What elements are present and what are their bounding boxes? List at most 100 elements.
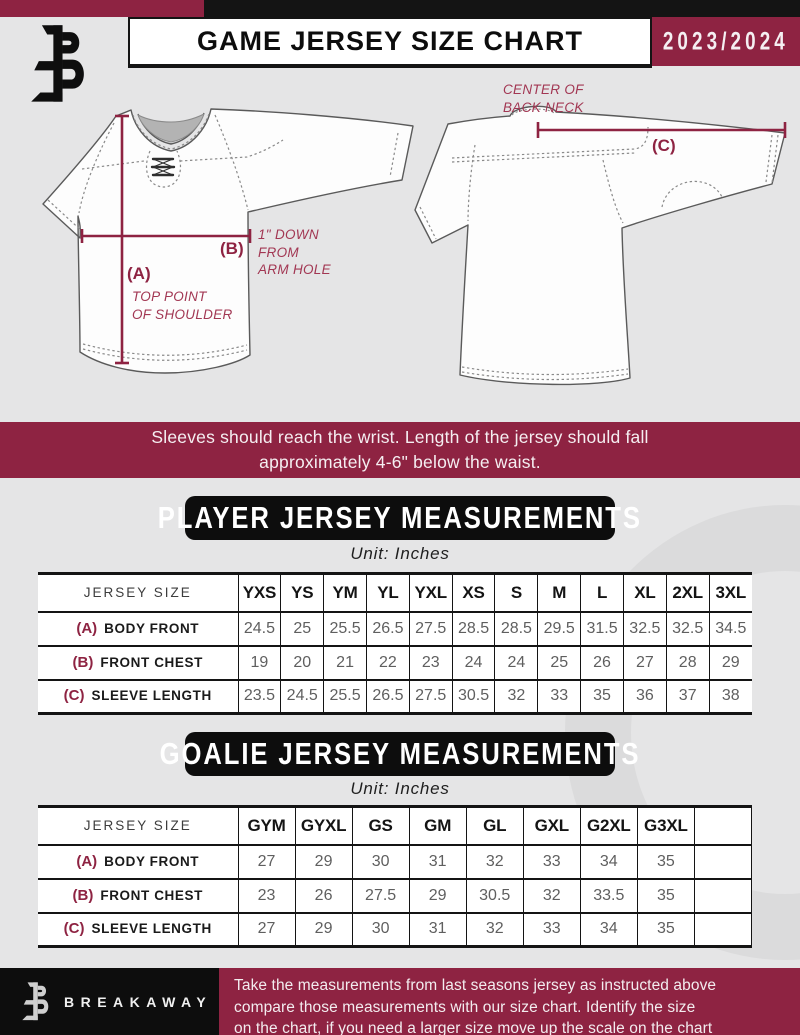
size-value-cell: 28.5 <box>451 611 495 646</box>
size-value-cell: 34 <box>579 912 638 947</box>
goalie-header-row: JERSEY SIZE GYM GYXL GS GM GL GXL G2XL G… <box>38 806 753 845</box>
row-label: SLEEVE LENGTH <box>91 688 212 704</box>
size-value-cell: 26.5 <box>365 611 410 646</box>
breakaway-logo-footer-icon <box>22 981 49 1020</box>
size-value-cell: 35 <box>636 844 695 879</box>
col-header: S <box>494 573 538 612</box>
size-value-cell: 23 <box>408 645 453 680</box>
fit-note-line2: approximately 4-6" below the waist. <box>259 452 541 472</box>
size-value-cell: 35 <box>636 912 695 947</box>
top-maroon-strip <box>0 0 204 17</box>
page-title-box: GAME JERSEY SIZE CHART <box>128 17 652 68</box>
col-header: 2XL <box>665 573 710 612</box>
size-value-cell: 25 <box>537 645 581 680</box>
size-value-cell: 28 <box>665 645 710 680</box>
size-value-cell: 27.5 <box>351 878 410 913</box>
size-value-cell: 24.5 <box>280 679 324 714</box>
brand-wordmark: BREAKAWAY <box>64 993 213 1010</box>
size-value-cell: 31 <box>408 844 467 879</box>
goalie-unit-label: Unit: Inches <box>350 779 450 798</box>
table-row: (C) SLEEVE LENGTH 27 29 30 31 32 33 34 35 <box>38 912 753 947</box>
size-value-cell: 30.5 <box>451 679 495 714</box>
footer-line1: Take the measurements from last seasons … <box>234 977 717 994</box>
col-header: XL <box>622 573 667 612</box>
size-value-cell: 27.5 <box>408 611 453 646</box>
front-jersey-diagram <box>42 108 414 374</box>
size-value-cell: 28.5 <box>494 611 538 646</box>
player-unit-label: Unit: Inches <box>350 544 450 563</box>
row-key: (B) <box>72 653 94 671</box>
size-value-cell: 26 <box>294 878 353 913</box>
player-measurements-table: JERSEY SIZE YXS YS YM YL YXL XS S M L XL… <box>38 572 752 715</box>
size-value-cell: 25.5 <box>323 611 367 646</box>
size-value-cell: 31.5 <box>580 611 624 646</box>
row-key: (C) <box>63 920 85 938</box>
col-header: YXL <box>408 573 453 612</box>
jersey-size-header: JERSEY SIZE <box>38 806 238 845</box>
size-value-cell: 30 <box>351 844 410 879</box>
col-header <box>693 806 753 845</box>
size-value-cell: 32 <box>522 878 581 913</box>
size-value-cell: 26 <box>580 645 624 680</box>
size-value-cell: 33.5 <box>579 878 638 913</box>
row-key: (C) <box>63 687 85 705</box>
fit-note-line1: Sleeves should reach the wrist. Length o… <box>151 427 649 447</box>
footer-brand-panel: BREAKAWAY <box>0 968 219 1035</box>
row-key: (A) <box>76 852 98 870</box>
col-header: XS <box>451 573 495 612</box>
col-header: G2XL <box>579 806 638 845</box>
col-header: GYXL <box>294 806 353 845</box>
player-header-row: JERSEY SIZE YXS YS YM YL YXL XS S M L XL… <box>38 573 752 612</box>
col-header: YS <box>280 573 324 612</box>
size-value-cell: 26.5 <box>365 679 410 714</box>
measure-b-key: (B) <box>220 239 244 258</box>
jersey-size-header: JERSEY SIZE <box>38 573 238 612</box>
row-label: FRONT CHEST <box>100 887 203 903</box>
col-header: GYM <box>237 806 296 845</box>
breakaway-logo-icon <box>31 25 84 102</box>
measure-c-key: (C) <box>652 136 676 155</box>
table-row: (A) BODY FRONT 27 29 30 31 32 33 34 35 <box>38 844 753 879</box>
col-header: YXS <box>237 573 281 612</box>
size-value-cell: 29 <box>408 878 467 913</box>
size-value-cell: 35 <box>580 679 624 714</box>
size-value-cell: 30 <box>351 912 410 947</box>
size-value-cell: 29 <box>294 844 353 879</box>
table-row: (B) FRONT CHEST 23 26 27.5 29 30.5 32 33.… <box>38 878 753 913</box>
row-label: FRONT CHEST <box>100 654 203 670</box>
center-back-neck-note: CENTER OF BACK NECK <box>503 82 584 115</box>
size-value-cell: 29 <box>294 912 353 947</box>
size-value-cell: 27.5 <box>408 679 453 714</box>
size-value-cell: 33 <box>522 912 581 947</box>
size-value-cell: 34 <box>579 844 638 879</box>
size-value-cell: 32 <box>465 912 524 947</box>
size-value-cell: 19 <box>237 645 281 680</box>
row-label: BODY FRONT <box>104 620 200 636</box>
size-value-cell: 36 <box>622 679 667 714</box>
goalie-measurements-table: JERSEY SIZE GYM GYXL GS GM GL GXL G2XL G… <box>38 805 753 948</box>
footer-instructions: Take the measurements from last seasons … <box>219 968 800 1035</box>
col-header: GM <box>408 806 467 845</box>
size-value-cell: 22 <box>365 645 410 680</box>
page-title: GAME JERSEY SIZE CHART <box>196 26 584 56</box>
col-header: GS <box>351 806 410 845</box>
size-value-cell: 31 <box>408 912 467 947</box>
col-header: L <box>580 573 624 612</box>
col-header: GXL <box>522 806 581 845</box>
size-value-cell: 23 <box>237 878 296 913</box>
size-value-cell: 32.5 <box>665 611 710 646</box>
row-label: SLEEVE LENGTH <box>91 921 212 937</box>
season-badge: 2023/2024 <box>652 17 800 66</box>
row-key: (A) <box>76 619 98 637</box>
size-value-cell: 34.5 <box>708 611 752 646</box>
size-value-cell: 32 <box>465 844 524 879</box>
row-label: BODY FRONT <box>104 853 200 869</box>
table-row: (A) BODY FRONT 24.5 25 25.5 26.5 27.5 28.… <box>38 611 752 646</box>
col-header: YL <box>365 573 410 612</box>
size-value-cell: 32 <box>494 679 538 714</box>
size-value-cell: 24 <box>494 645 538 680</box>
size-value-cell: 29.5 <box>537 611 581 646</box>
size-value-cell: 37 <box>665 679 710 714</box>
size-value-cell: 20 <box>280 645 324 680</box>
